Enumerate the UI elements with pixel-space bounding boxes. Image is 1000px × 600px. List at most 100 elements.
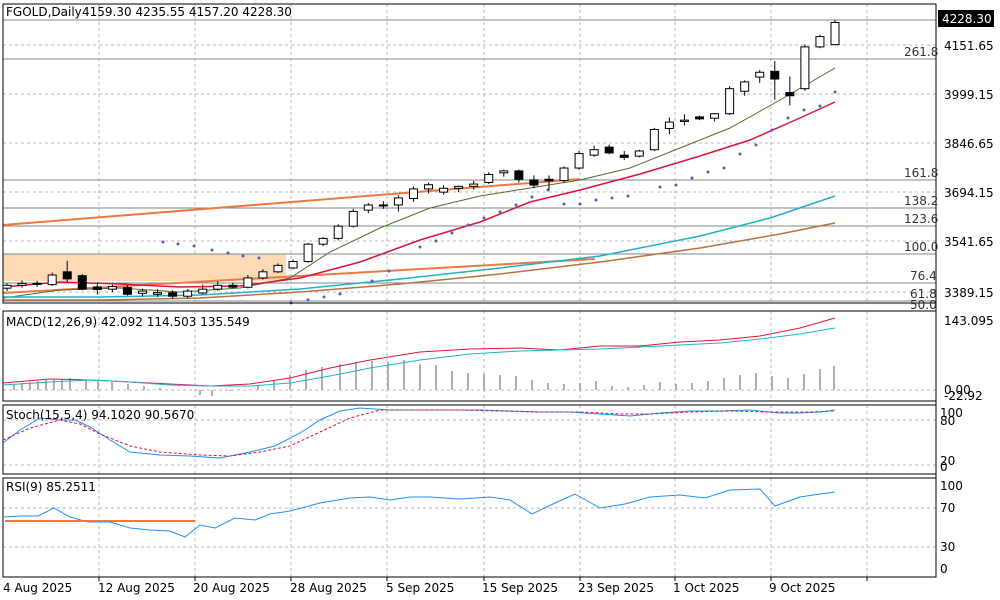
sar-dot	[610, 196, 614, 200]
fibonacci-labels: 261.8 161.8 138.2 123.6 100.0 76.4 61.8 …	[904, 45, 938, 312]
fib-label: 50.0	[910, 298, 937, 312]
sar-dot	[833, 90, 837, 94]
sar-dot	[818, 104, 822, 108]
candle[interactable]	[393, 195, 403, 212]
candle[interactable]	[318, 237, 328, 247]
candle[interactable]	[439, 185, 449, 195]
candle[interactable]	[378, 201, 388, 209]
stoch-axis-0: 0	[940, 460, 948, 474]
date-axis[interactable]: 4 Aug 2025 12 Aug 2025 20 Aug 2025 28 Au…	[3, 581, 836, 595]
candle[interactable]	[62, 260, 72, 283]
candle[interactable]	[619, 150, 629, 160]
sar-dot	[176, 242, 180, 246]
fib-label: 76.4	[910, 269, 937, 283]
sar-dot	[738, 152, 742, 156]
sar-dot	[241, 254, 245, 258]
candle[interactable]	[589, 145, 599, 157]
candle[interactable]	[32, 280, 42, 287]
candle[interactable]	[454, 185, 464, 193]
candle[interactable]	[574, 150, 584, 170]
price-label-3694: 3694.15	[944, 186, 994, 200]
price-label-3541: 3541.65	[944, 235, 994, 249]
sar-dot	[514, 203, 518, 207]
candle[interactable]	[484, 172, 494, 185]
candle[interactable]	[469, 180, 479, 190]
candle[interactable]	[348, 208, 358, 228]
price-axis[interactable]: 4228.30 4151.65 3999.15 3846.65 3694.15 …	[938, 10, 994, 576]
pane-borders	[2, 3, 937, 581]
stoch-axis-100: 100	[940, 406, 963, 420]
candle[interactable]	[740, 80, 750, 96]
candle[interactable]	[604, 144, 614, 155]
date-label: 12 Aug 2025	[98, 581, 175, 595]
candle[interactable]	[424, 182, 434, 194]
candle[interactable]	[408, 186, 418, 202]
candle[interactable]	[168, 290, 178, 299]
fibonacci-levels[interactable]	[3, 19, 936, 302]
candle[interactable]	[529, 175, 539, 189]
sar-dot	[482, 216, 486, 220]
candle[interactable]	[213, 281, 223, 292]
fib-label: 138.2	[904, 194, 938, 208]
candle[interactable]	[243, 275, 253, 289]
macd-pane[interactable]: MACD(12,26,9) 42.092 114.503 135.549	[2, 315, 836, 396]
candle[interactable]	[815, 34, 825, 49]
candle[interactable]	[710, 113, 720, 122]
candle[interactable]	[664, 117, 674, 135]
candle[interactable]	[634, 149, 644, 158]
candle[interactable]	[47, 272, 57, 286]
supply-zone-rectangle[interactable]	[3, 254, 286, 281]
candle[interactable]	[258, 269, 268, 280]
candle[interactable]	[333, 224, 343, 241]
candle[interactable]	[770, 61, 780, 100]
stochastic-signal-line	[2, 409, 836, 457]
candle[interactable]	[695, 115, 705, 121]
sar-dot	[322, 295, 326, 299]
price-label-3846: 3846.65	[944, 137, 994, 151]
sar-dot	[530, 195, 534, 199]
price-label-3389: 3389.15	[944, 286, 994, 300]
candlestick-series[interactable]	[2, 19, 840, 299]
candle[interactable]	[198, 284, 208, 295]
candle[interactable]	[544, 175, 554, 191]
candle[interactable]	[288, 259, 298, 270]
sar-dot	[674, 183, 678, 187]
candle[interactable]	[183, 289, 193, 299]
candle[interactable]	[273, 263, 283, 274]
candle[interactable]	[755, 70, 765, 83]
ma-brown-line	[3, 222, 836, 301]
candle[interactable]	[499, 169, 509, 177]
candle[interactable]	[785, 76, 795, 106]
candle[interactable]	[649, 127, 659, 151]
sar-dot	[578, 202, 582, 206]
candle[interactable]	[514, 169, 524, 183]
candle[interactable]	[77, 274, 87, 291]
candle[interactable]	[107, 284, 117, 293]
parabolic-sar-dots	[161, 90, 837, 305]
date-label: 15 Sep 2025	[482, 581, 558, 595]
candle[interactable]	[153, 289, 163, 297]
sar-dot	[418, 245, 422, 249]
price-pane[interactable]	[2, 19, 936, 305]
candle[interactable]	[559, 166, 569, 183]
sar-dot	[706, 170, 710, 174]
rsi-pane[interactable]: RSI(9) 85.2511	[2, 480, 836, 538]
candle[interactable]	[830, 19, 840, 46]
candle[interactable]	[679, 114, 689, 126]
stoch-axis-20: 20	[940, 454, 955, 468]
sar-dot	[770, 128, 774, 132]
stochastic-pane[interactable]: Stoch(15,5,4) 94.1020 90.5670	[2, 407, 836, 459]
current-price-label: 4228.30	[942, 12, 992, 26]
candle[interactable]	[92, 282, 102, 295]
candle[interactable]	[303, 242, 313, 263]
candle[interactable]	[228, 282, 238, 288]
candle[interactable]	[122, 285, 132, 296]
candle[interactable]	[363, 203, 373, 214]
candle[interactable]	[137, 288, 147, 297]
candle[interactable]	[800, 44, 810, 91]
fib-label: 61.8	[910, 287, 937, 301]
candle[interactable]	[725, 86, 735, 116]
date-label: 28 Aug 2025	[290, 581, 367, 595]
candle[interactable]	[17, 280, 27, 288]
